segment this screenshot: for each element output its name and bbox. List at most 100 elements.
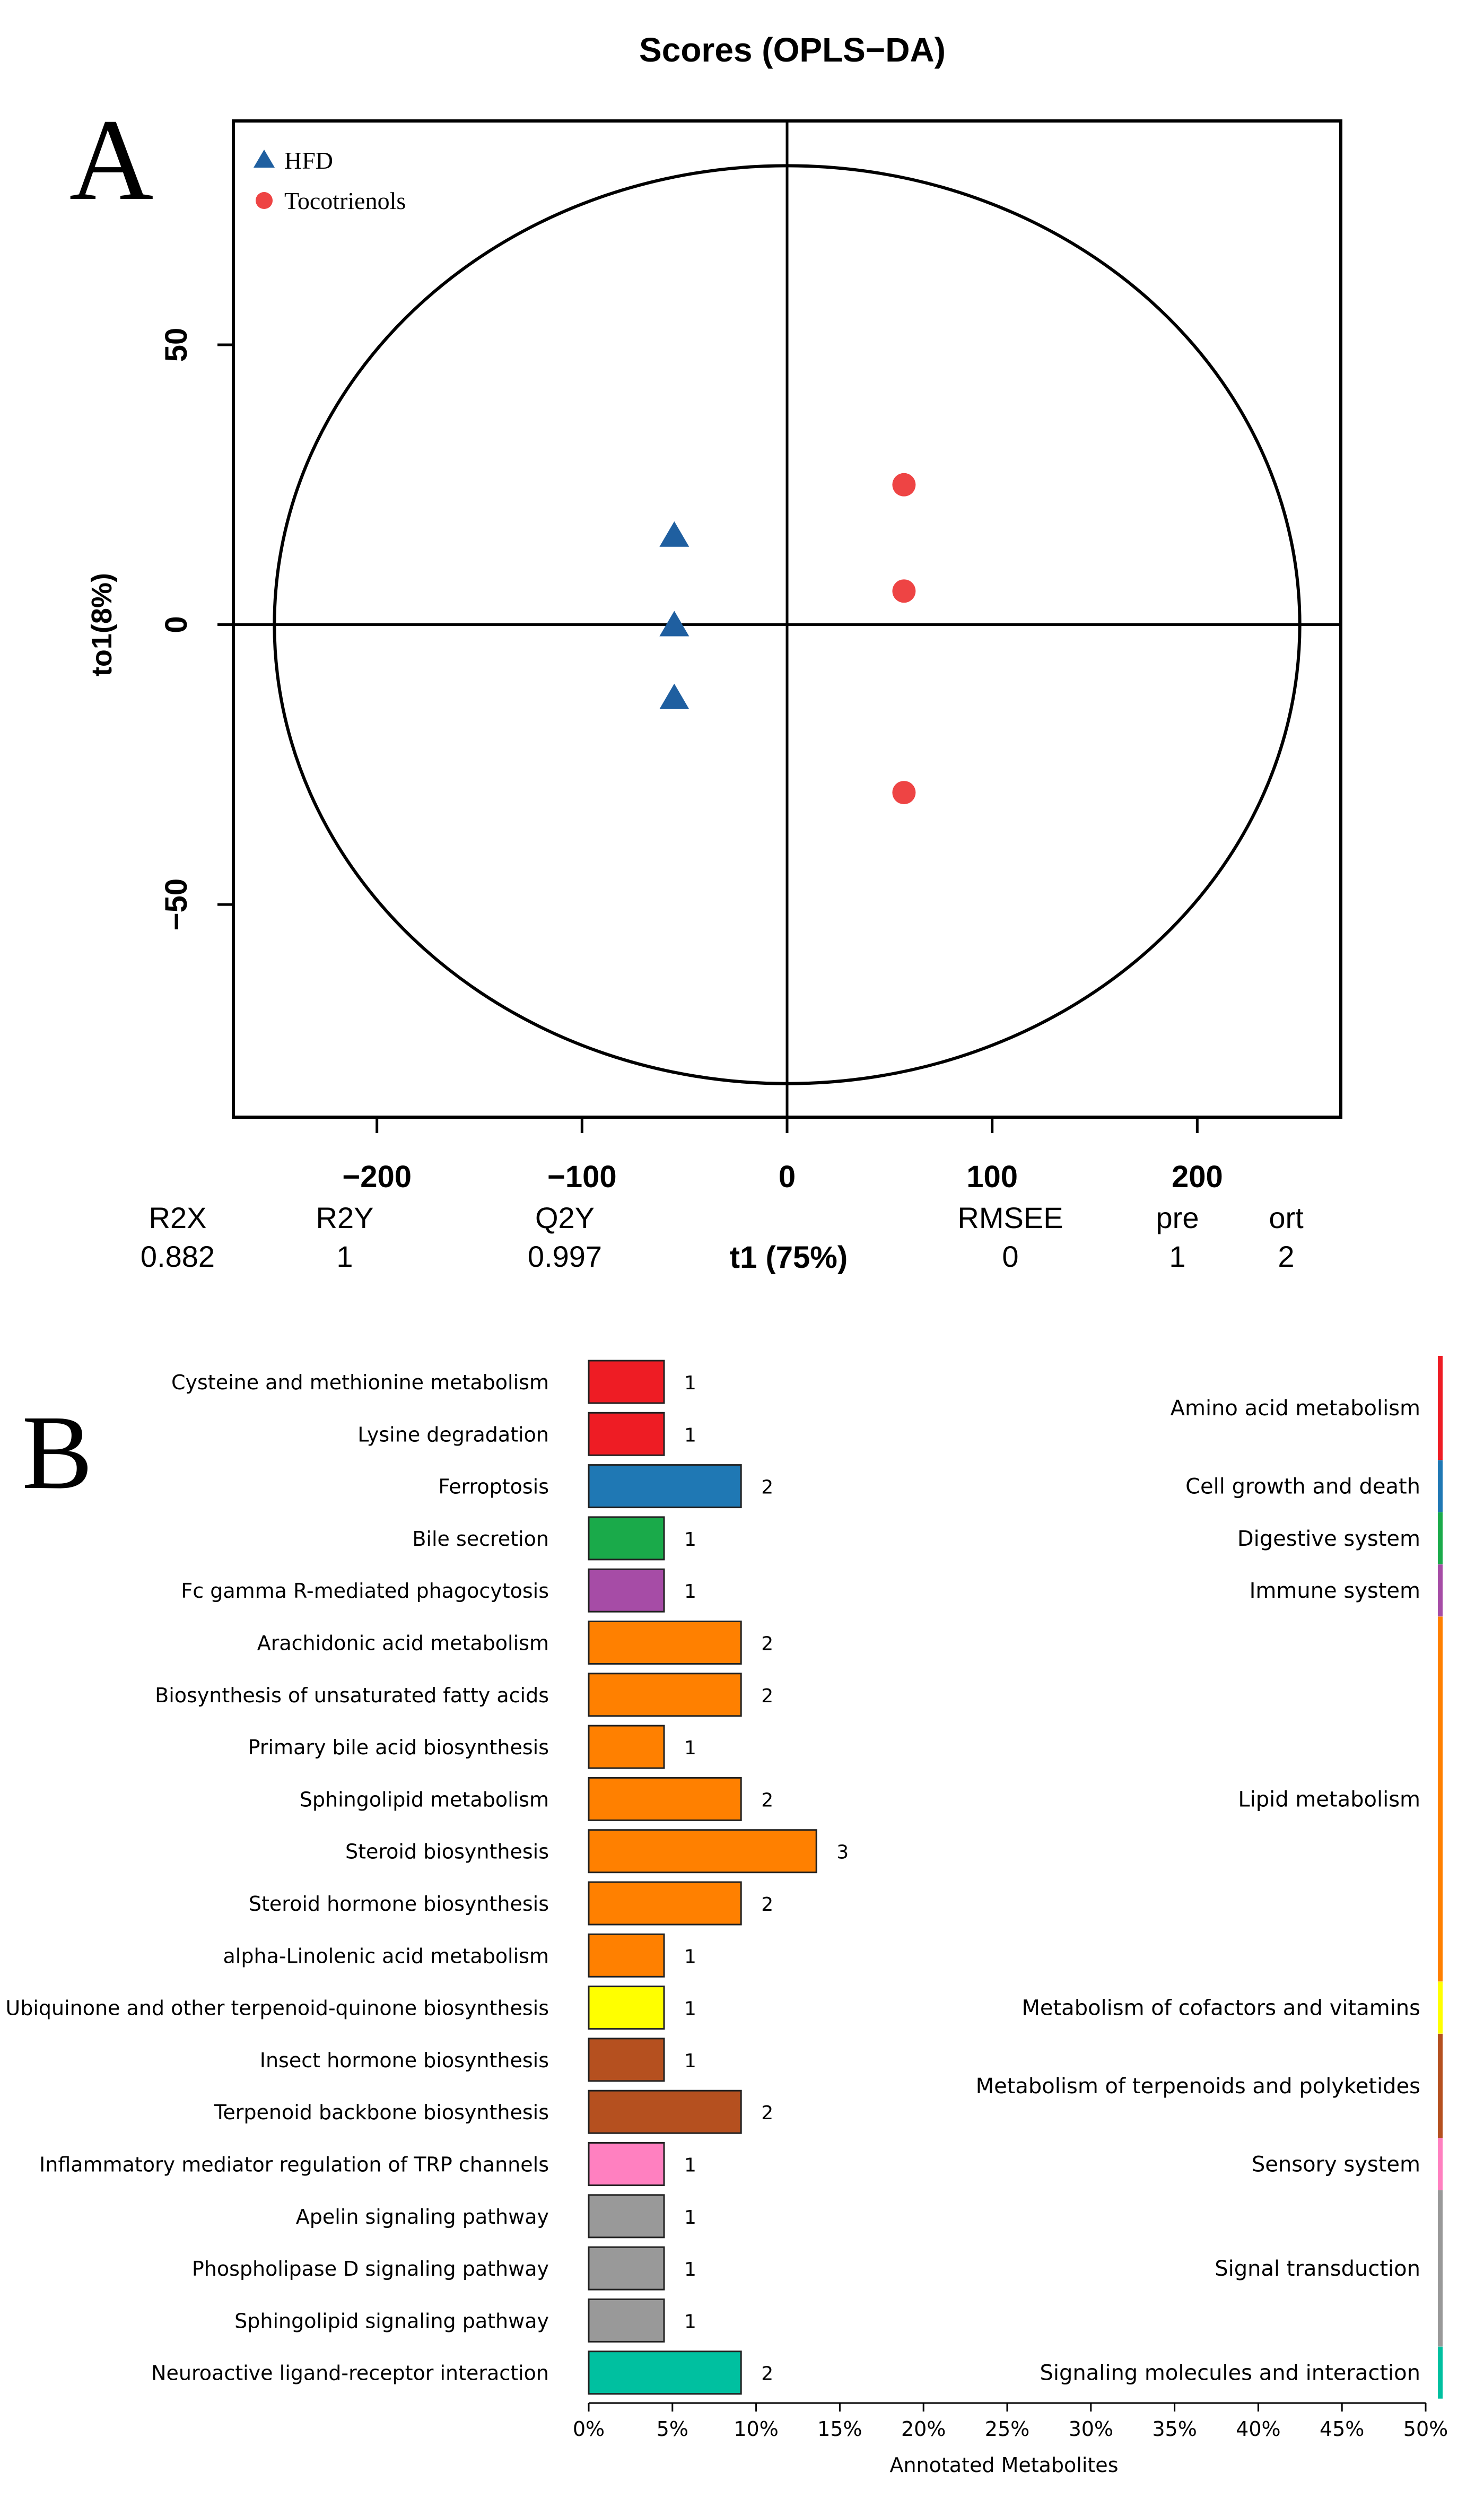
category-label: Biosynthesis of unsaturated fatty acids <box>155 1684 549 1707</box>
chart-title: Scores (OPLS−DA) <box>639 31 946 69</box>
category-label: Apelin signaling pathway <box>296 2205 549 2229</box>
group-strip-immune-system <box>1438 1564 1443 1617</box>
bar-count-label: 1 <box>684 2259 696 2280</box>
category-label: Phospholipase D signaling pathway <box>192 2257 549 2280</box>
group-label-lipid-metabolism: Lipid metabolism <box>1238 1787 1420 1812</box>
bar-count-label: 1 <box>684 2311 696 2332</box>
bar-fc-gamma-r-mediated-phagocytosis <box>588 1568 665 1613</box>
x-tick-label: 200 <box>1172 1160 1223 1194</box>
group-label-digestive-system: Digestive system <box>1237 1527 1420 1551</box>
bar-count-label: 1 <box>684 1737 696 1759</box>
bar-count-label: 2 <box>761 1477 773 1499</box>
category-label: Primary bile acid biosynthesis <box>248 1736 549 1759</box>
y-tick-label: 0 <box>159 616 194 633</box>
category-label: Insect hormone biosynthesis <box>260 2049 549 2072</box>
x-tick-label: −200 <box>342 1160 412 1194</box>
panel-letter-b: B <box>22 1394 92 1511</box>
bar-count-label: 3 <box>836 1842 849 1864</box>
group-label-immune-system: Immune system <box>1250 1579 1420 1603</box>
category-label: Lysine degradation <box>357 1423 549 1446</box>
bar-count-label: 1 <box>684 2155 696 2177</box>
bar-count-label: 2 <box>761 1633 773 1655</box>
bar-ferroptosis <box>588 1464 742 1509</box>
x-tick-label: 25% <box>985 2417 1029 2441</box>
bar-steroid-hormone-biosynthesis <box>588 1881 742 1926</box>
bar-sphingolipid-signaling-pathway <box>588 2298 665 2343</box>
bar-count-label: 2 <box>761 2102 773 2124</box>
x-tick-label: 100 <box>966 1160 1018 1194</box>
category-label: Arachidonic acid metabolism <box>257 1632 549 1655</box>
group-strip-lipid-metabolism <box>1438 1616 1443 1982</box>
bar-count-label: 2 <box>761 1894 773 1916</box>
bar-cysteine-and-methionine-metabolism <box>588 1360 665 1404</box>
group-strip-signal-transduction <box>1438 2190 1443 2347</box>
group-strip-amino-acid-metabolism <box>1438 1356 1443 1460</box>
y-tick-label: −50 <box>159 878 194 930</box>
data-point-hfd <box>659 521 689 547</box>
bar-arachidonic-acid-metabolism <box>588 1621 742 1665</box>
group-label-metabolism-of-cofactors-and-vitamins: Metabolism of cofactors and vitamins <box>1022 1996 1420 2021</box>
category-label: Ferroptosis <box>438 1475 549 1499</box>
stat-label-r2x: R2X <box>149 1201 207 1234</box>
bar-count-label: 2 <box>761 1685 773 1707</box>
bar-count-label: 2 <box>761 1789 773 1811</box>
x-tick-label: 0% <box>573 2417 605 2441</box>
stat-label-q2y: Q2Y <box>535 1201 595 1234</box>
bar-count-label: 2 <box>761 2363 773 2385</box>
category-label: Steroid hormone biosynthesis <box>249 1892 549 1916</box>
bar-lysine-degradation <box>588 1412 665 1456</box>
group-label-cell-growth-and-death: Cell growth and death <box>1185 1475 1420 1499</box>
x-tick-label: 5% <box>657 2417 688 2441</box>
panel-letter-a: A <box>69 95 154 224</box>
bar-count-label: 1 <box>684 2207 696 2229</box>
stat-value-ort: 2 <box>1278 1240 1294 1273</box>
bar-count-label: 1 <box>684 1998 696 2020</box>
x-tick-label: 50% <box>1403 2417 1448 2441</box>
bar-biosynthesis-of-unsaturated-fatty-acids <box>588 1673 742 1717</box>
y-axis-title: to1(8%) <box>86 573 118 676</box>
bar-count-label: 1 <box>684 1946 696 1968</box>
bar-phospholipase-d-signaling-pathway <box>588 2246 665 2291</box>
stat-value-rmsee: 0 <box>1002 1240 1018 1273</box>
stat-value-r2y: 1 <box>336 1240 353 1273</box>
x-tick-label: 40% <box>1236 2417 1280 2441</box>
legend-marker-hfd <box>254 150 275 168</box>
panel-b-pathway-bar-chart: B Cysteine and methionine metabolism 1 Lysi… <box>5 1356 1448 2477</box>
bar-neuroactive-ligand-receptor-interaction <box>588 2351 742 2395</box>
group-strip-metabolism-of-terpenoids-and-polyketides <box>1438 2033 1443 2138</box>
data-point-hfd <box>659 611 689 637</box>
category-label: Cysteine and methionine metabolism <box>171 1371 549 1394</box>
category-label: Sphingolipid signaling pathway <box>234 2309 549 2332</box>
category-label: Terpenoid backbone biosynthesis <box>214 2101 549 2124</box>
category-label: alpha-Linolenic acid metabolism <box>223 1944 549 1968</box>
bar-count-label: 1 <box>684 1529 696 1551</box>
stat-label-ort: ort <box>1269 1201 1304 1234</box>
panel-a-scores-plot: Scores (OPLS−DA) A −200 −100 0 100 200 −50 0 50 to… <box>69 31 1342 1275</box>
category-label: Bile secretion <box>412 1527 549 1551</box>
x-tick-label: 20% <box>901 2417 946 2441</box>
legend-label-hfd: HFD <box>284 147 333 174</box>
bar-bile-secretion <box>588 1516 665 1561</box>
legend-marker-tocotrienols <box>256 192 273 209</box>
group-strip-digestive-system <box>1438 1512 1443 1564</box>
bar-steroid-biosynthesis <box>588 1829 817 1874</box>
bar-count-label: 1 <box>684 1372 696 1394</box>
x-tick-label: 45% <box>1320 2417 1364 2441</box>
x-tick-label: 0 <box>779 1160 796 1194</box>
category-label: Inflammatory mediator regulation of TRP … <box>39 2153 549 2177</box>
hotelling-ellipse <box>273 164 1302 1085</box>
category-label: Steroid biosynthesis <box>345 1840 549 1864</box>
group-label-signaling-molecules-and-interaction: Signaling molecules and interaction <box>1040 2361 1420 2386</box>
x-tick-label: 15% <box>817 2417 862 2441</box>
category-label: Neuroactive ligand-receptor interaction <box>151 2362 549 2385</box>
bar-terpenoid-backbone-biosynthesis <box>588 2090 742 2134</box>
bar-count-label: 1 <box>684 1424 696 1446</box>
bar-sphingolipid-metabolism <box>588 1777 742 1821</box>
x-tick-label: 30% <box>1069 2417 1113 2441</box>
category-label: Sphingolipid metabolism <box>300 1788 549 1811</box>
bar-primary-bile-acid-biosynthesis <box>588 1725 665 1769</box>
bar-insect-hormone-biosynthesis <box>588 2038 665 2082</box>
data-point-hfd <box>659 683 689 709</box>
bar-ubiquinone-and-other-terpenoid-quinone-biosynthesis <box>588 1986 665 2030</box>
legend-label-tocotrienols: Tocotrienols <box>284 187 406 214</box>
